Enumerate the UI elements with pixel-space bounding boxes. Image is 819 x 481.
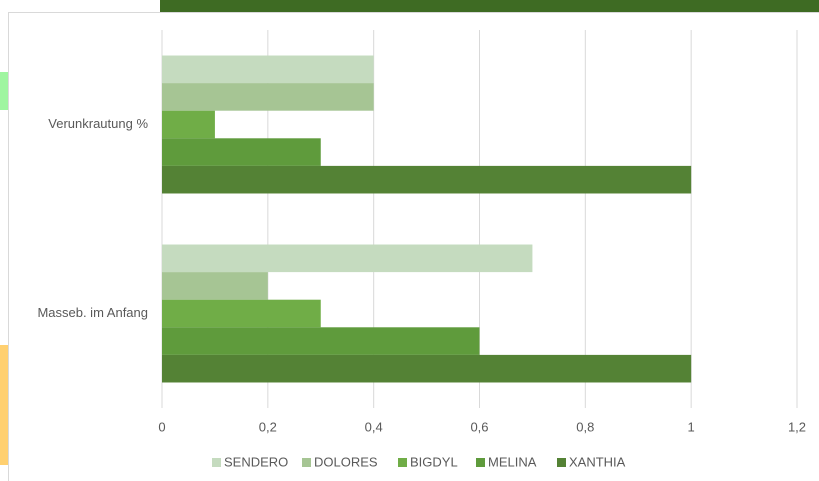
side-tab: [0, 72, 8, 110]
bar: [162, 244, 533, 273]
bar: [162, 55, 374, 84]
legend-swatch: [302, 458, 311, 467]
x-tick-label: 0,4: [365, 419, 383, 434]
bar: [162, 299, 321, 328]
x-tick-label: 0,2: [259, 419, 277, 434]
x-tick-label: 0: [158, 419, 165, 434]
legend-label: MELINA: [488, 454, 537, 469]
legend-swatch: [398, 458, 407, 467]
legend-label: DOLORES: [314, 454, 378, 469]
bar: [162, 110, 215, 139]
x-tick-label: 1: [688, 419, 695, 434]
y-tick-label: Masseb. im Anfang: [37, 305, 148, 320]
legend-swatch: [557, 458, 566, 467]
bar: [162, 272, 268, 300]
legend-swatch: [212, 458, 221, 467]
y-tick-label: Verunkrautung %: [48, 116, 148, 131]
side-tab: [0, 345, 8, 465]
bar: [162, 83, 374, 111]
x-tick-label: 1,2: [788, 419, 806, 434]
bar: [162, 354, 692, 383]
bar: [162, 165, 692, 194]
x-tick-label: 0,8: [576, 419, 594, 434]
bar: [162, 327, 480, 355]
legend-label: XANTHIA: [569, 454, 626, 469]
bar: [162, 138, 321, 166]
legend-swatch: [476, 458, 485, 467]
legend-label: BIGDYL: [410, 454, 458, 469]
header-image: [160, 0, 819, 12]
legend-label: SENDERO: [224, 454, 288, 469]
x-tick-label: 0,6: [470, 419, 488, 434]
